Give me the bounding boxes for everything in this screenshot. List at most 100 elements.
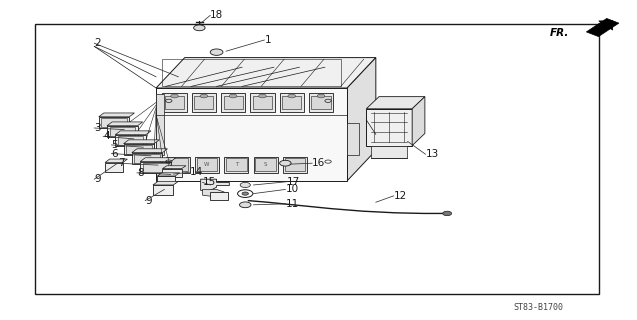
Bar — [157, 176, 175, 183]
Bar — [35, 24, 599, 294]
Polygon shape — [586, 19, 619, 36]
Bar — [371, 146, 407, 158]
Bar — [118, 136, 143, 145]
Bar — [226, 158, 247, 171]
Text: W: W — [204, 162, 210, 167]
Bar — [124, 144, 154, 155]
Bar — [153, 185, 173, 195]
Bar — [166, 157, 190, 173]
Polygon shape — [201, 179, 229, 190]
Bar — [143, 163, 168, 172]
Text: 17: 17 — [287, 177, 300, 187]
Bar — [105, 163, 123, 172]
Polygon shape — [157, 173, 180, 176]
Text: 18: 18 — [210, 10, 224, 20]
Bar — [280, 93, 304, 112]
Polygon shape — [156, 58, 376, 88]
Polygon shape — [124, 140, 159, 144]
Bar — [99, 117, 129, 128]
Bar — [192, 93, 216, 112]
Text: FR.: FR. — [550, 28, 569, 38]
Bar — [107, 126, 138, 137]
Bar — [366, 109, 412, 146]
Bar — [195, 157, 219, 173]
Circle shape — [240, 182, 250, 188]
Bar — [250, 93, 275, 112]
Bar — [197, 158, 217, 171]
Bar — [309, 93, 333, 112]
Bar — [221, 93, 245, 112]
Polygon shape — [347, 58, 376, 181]
Polygon shape — [153, 181, 178, 185]
Bar — [140, 162, 171, 173]
Bar — [165, 96, 184, 109]
Bar — [210, 192, 228, 200]
Text: S: S — [264, 162, 268, 167]
Circle shape — [280, 160, 291, 166]
Bar — [347, 123, 359, 155]
Circle shape — [210, 49, 223, 55]
Text: 12: 12 — [394, 191, 407, 201]
Bar — [255, 158, 276, 171]
Bar — [168, 158, 188, 171]
Polygon shape — [162, 166, 186, 169]
Circle shape — [317, 94, 325, 98]
Text: 3: 3 — [94, 123, 101, 133]
Text: 13: 13 — [426, 149, 439, 159]
Polygon shape — [99, 113, 134, 117]
Bar — [132, 153, 162, 164]
Bar — [254, 157, 278, 173]
Bar — [134, 154, 160, 163]
Polygon shape — [107, 122, 143, 126]
Circle shape — [194, 25, 205, 31]
Bar — [224, 157, 248, 173]
Text: 6: 6 — [111, 148, 118, 159]
Text: 7: 7 — [118, 158, 124, 168]
Bar — [162, 59, 341, 86]
Text: 2: 2 — [94, 38, 101, 48]
Bar — [126, 145, 152, 154]
Text: 9: 9 — [94, 174, 101, 184]
Bar — [285, 158, 305, 171]
Circle shape — [288, 94, 296, 98]
Circle shape — [443, 211, 452, 216]
Text: 1: 1 — [264, 35, 271, 45]
Text: ST83-B1700: ST83-B1700 — [513, 303, 563, 312]
Bar — [110, 127, 135, 136]
Bar — [194, 96, 213, 109]
Bar — [162, 169, 182, 177]
Circle shape — [171, 94, 178, 98]
Bar — [282, 96, 301, 109]
Bar — [115, 135, 146, 146]
Polygon shape — [132, 149, 168, 153]
Polygon shape — [599, 21, 613, 30]
Text: 4: 4 — [103, 131, 110, 141]
Bar — [224, 96, 243, 109]
Polygon shape — [203, 189, 224, 197]
Text: 11: 11 — [285, 199, 299, 209]
Bar — [283, 157, 307, 173]
Bar — [156, 94, 164, 155]
Circle shape — [242, 192, 248, 195]
Polygon shape — [366, 97, 425, 109]
Polygon shape — [140, 158, 176, 162]
Text: 16: 16 — [312, 158, 326, 168]
Text: 10: 10 — [285, 184, 299, 195]
Circle shape — [259, 94, 266, 98]
Polygon shape — [412, 97, 425, 146]
Circle shape — [229, 94, 237, 98]
Polygon shape — [115, 131, 151, 135]
Text: 8: 8 — [137, 168, 143, 178]
Bar — [101, 118, 127, 127]
Bar — [253, 96, 272, 109]
Circle shape — [200, 94, 208, 98]
Circle shape — [240, 202, 251, 208]
Text: 15: 15 — [203, 177, 216, 188]
Bar — [156, 88, 347, 181]
Bar — [162, 93, 187, 112]
Text: 9: 9 — [145, 196, 152, 206]
Text: 14: 14 — [190, 167, 203, 177]
Bar — [311, 96, 331, 109]
Polygon shape — [105, 159, 127, 163]
Text: T: T — [234, 162, 238, 167]
